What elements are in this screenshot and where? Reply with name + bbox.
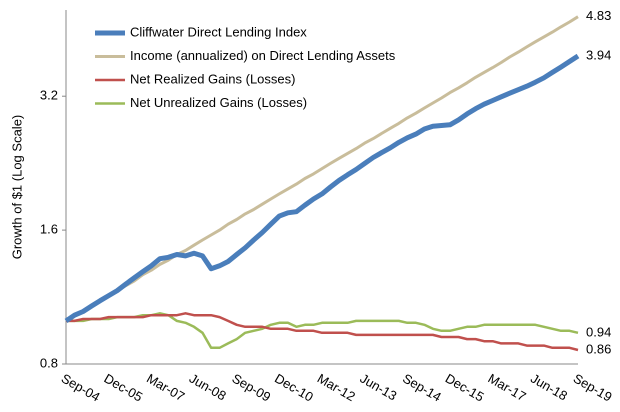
- end-value-label: 4.83: [586, 8, 611, 23]
- x-tick-label: Sep-09: [229, 371, 273, 405]
- x-tick-label: Sep-19: [571, 371, 615, 405]
- x-tick-label: Dec-10: [272, 371, 316, 405]
- y-tick-label: 1.6: [40, 222, 58, 237]
- legend-label: Cliffwater Direct Lending Index: [130, 24, 307, 39]
- x-tick-label: Mar-07: [144, 371, 187, 405]
- series-line: [65, 15, 579, 323]
- x-tick-label: Dec-15: [443, 371, 487, 405]
- end-value-label: 0.86: [586, 341, 611, 356]
- series-line: [64, 53, 580, 323]
- series-line: [66, 312, 579, 352]
- x-tick-label: Sep-14: [400, 371, 444, 405]
- x-tick-label: Mar-12: [315, 371, 358, 405]
- legend-label: Net Unrealized Gains (Losses): [130, 95, 307, 110]
- end-value-label: 0.94: [586, 324, 611, 339]
- x-tick-label: Mar-17: [485, 371, 528, 405]
- end-value-label: 3.94: [586, 47, 611, 62]
- x-tick-label: Jun-18: [528, 371, 570, 404]
- x-tick-label: Sep-04: [59, 371, 103, 405]
- y-tick-label: 0.8: [40, 355, 58, 370]
- y-tick-label: 3.2: [40, 88, 58, 103]
- legend-label: Net Realized Gains (Losses): [130, 71, 295, 86]
- y-axis-label: Growth of $1 (Log Scale): [9, 115, 24, 260]
- x-tick-label: Jun-08: [187, 371, 229, 404]
- x-tick-label: Dec-05: [101, 371, 145, 405]
- x-tick-label: Jun-13: [357, 371, 399, 404]
- legend-label: Income (annualized) on Direct Lending As…: [130, 48, 396, 63]
